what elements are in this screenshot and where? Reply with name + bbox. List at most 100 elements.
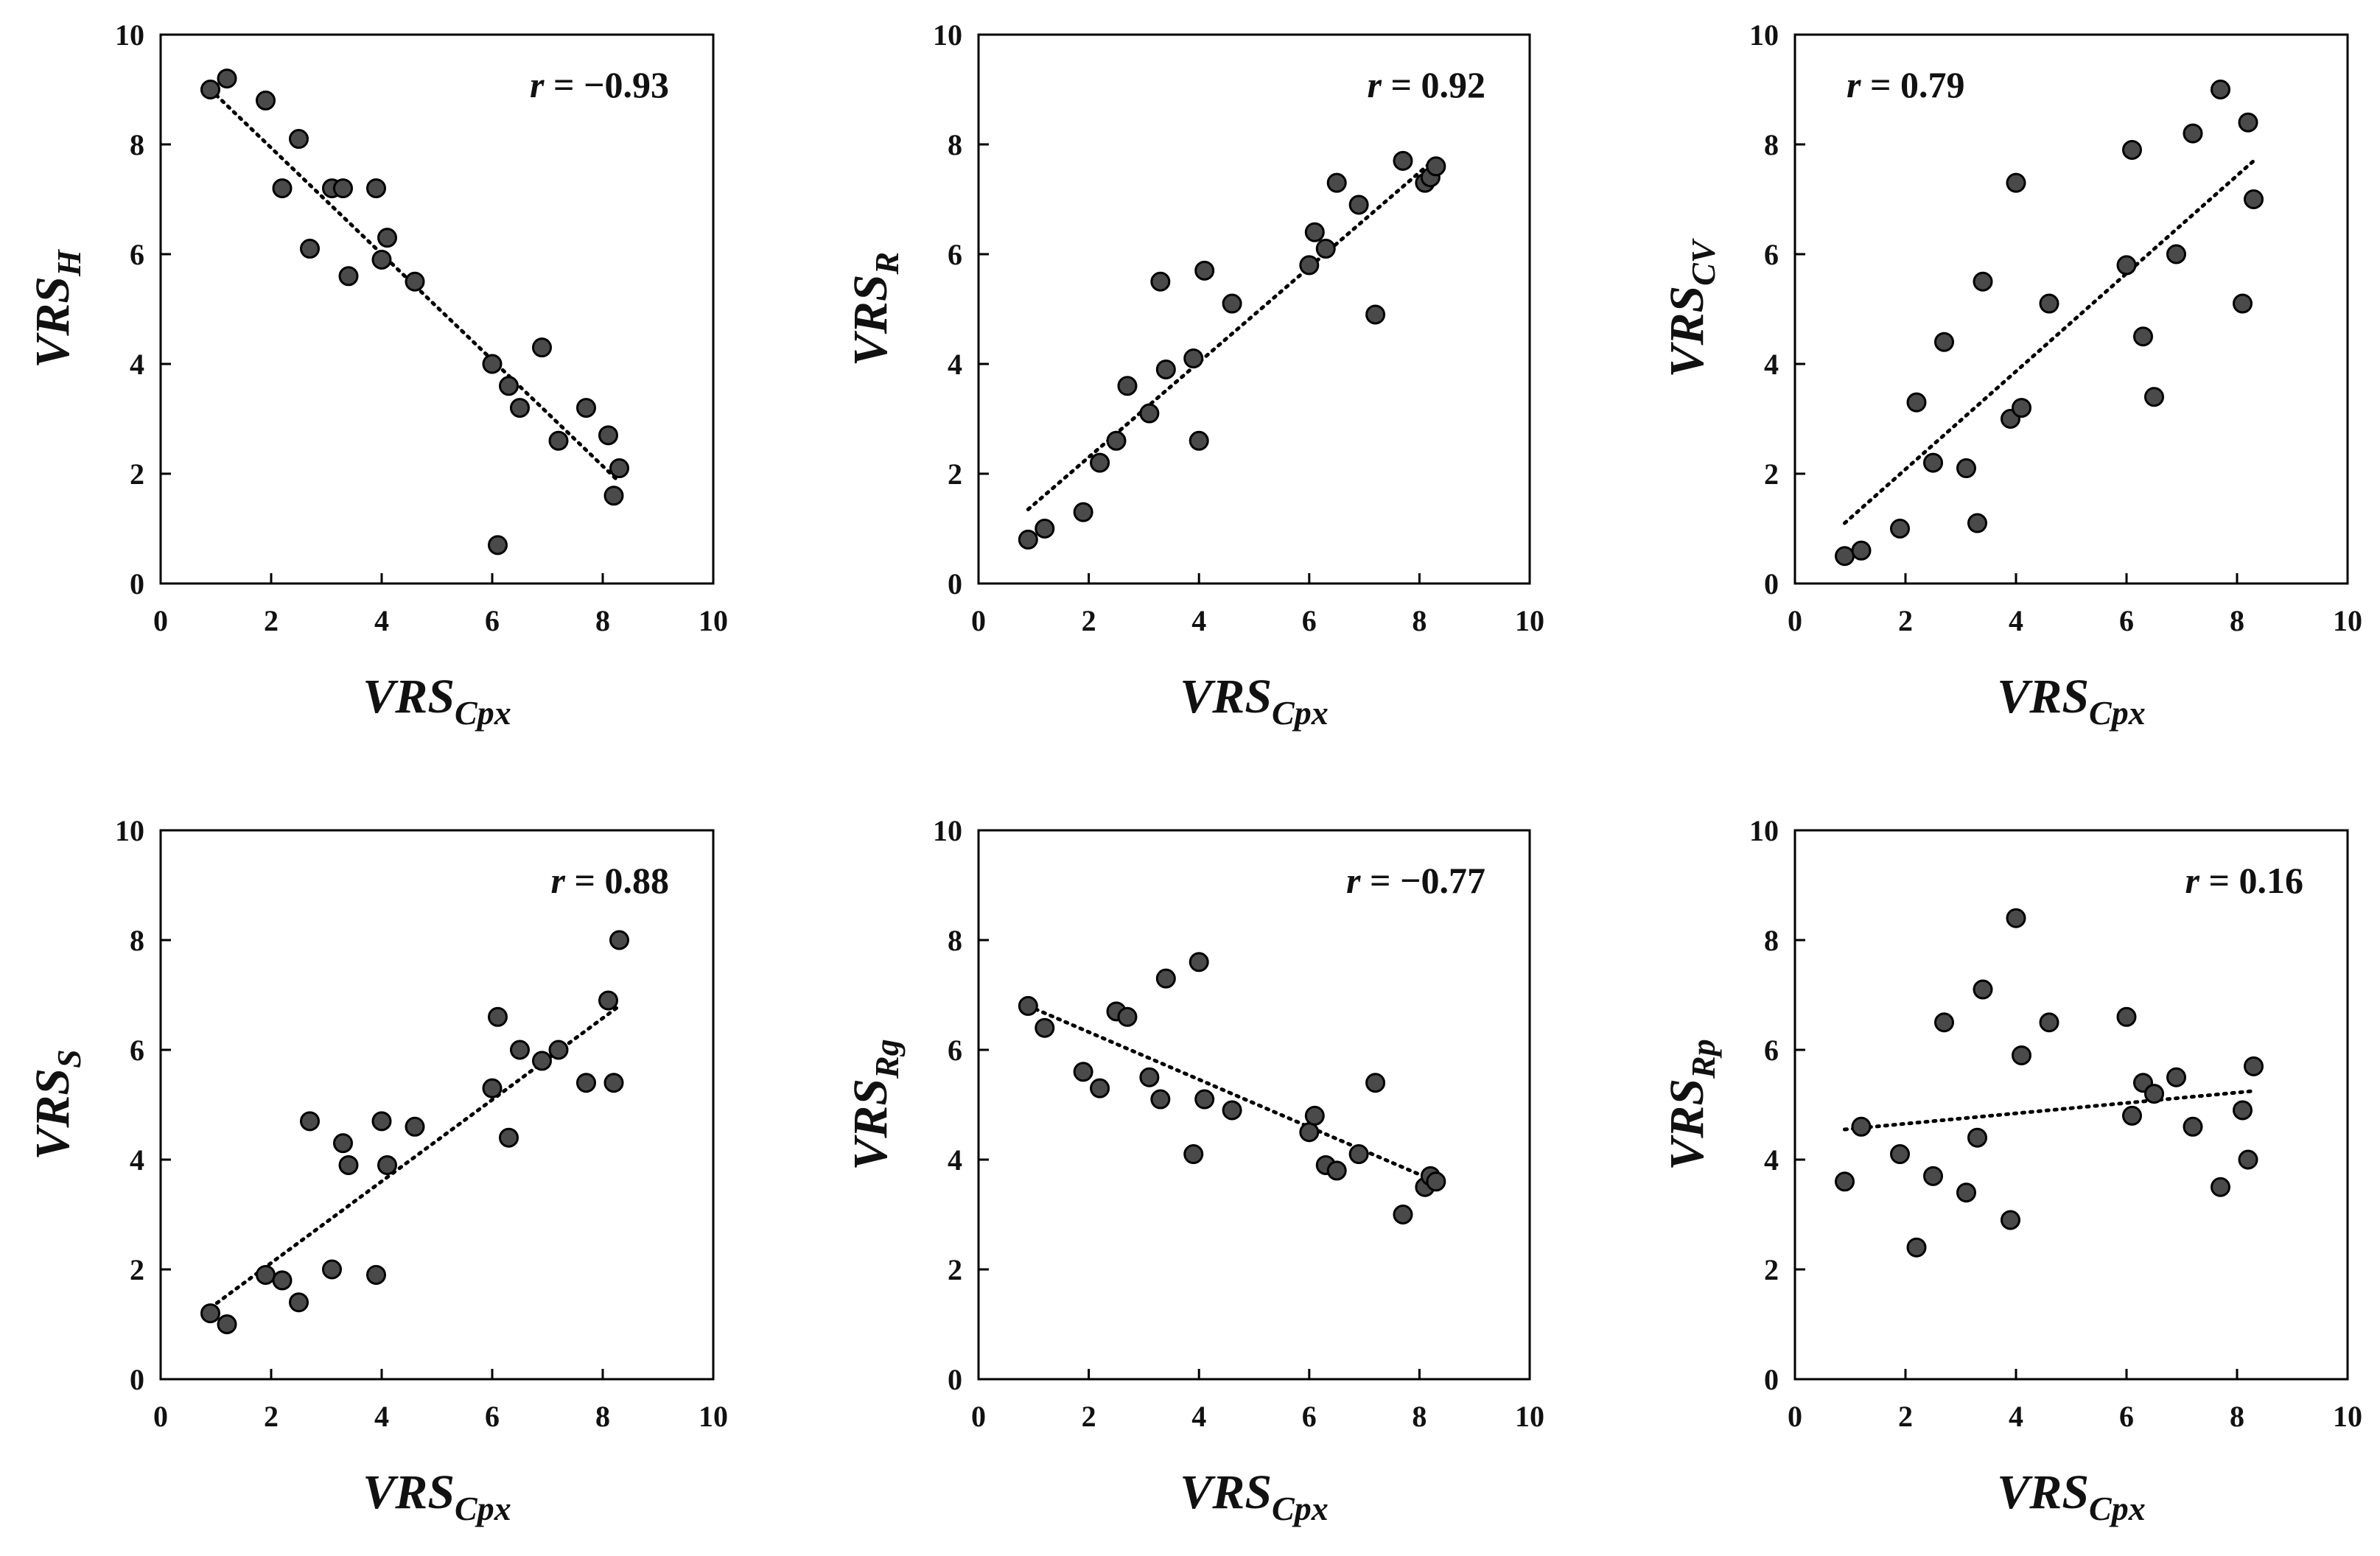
data-point <box>510 1040 530 1060</box>
y-tick-label: 10 <box>1749 814 1779 847</box>
data-point <box>1326 172 1347 193</box>
data-point <box>1956 458 1976 479</box>
correlation-symbol: r <box>2185 860 2200 901</box>
y-tick-label: 4 <box>130 348 144 381</box>
data-point <box>510 398 530 418</box>
y-axis-title: VRSS <box>26 1049 88 1160</box>
x-axis-title-subscript: Cpx <box>455 694 511 732</box>
y-tick-label: 8 <box>130 128 144 161</box>
x-axis-title-base: VRS <box>363 1465 455 1519</box>
data-point <box>366 178 386 199</box>
x-axis-title-base: VRS <box>1180 670 1272 723</box>
y-tick-label: 4 <box>1764 1143 1779 1177</box>
x-tick-label: 0 <box>1788 604 1802 637</box>
data-point <box>2122 1105 2142 1126</box>
y-tick-label: 10 <box>115 814 144 847</box>
data-point <box>1835 546 1855 567</box>
x-axis-title: VRSCpx <box>363 1465 511 1527</box>
data-point <box>2233 1100 2253 1121</box>
data-point <box>1426 156 1446 177</box>
data-point <box>2244 1056 2264 1076</box>
x-tick-label: 2 <box>1898 604 1913 637</box>
data-point <box>1150 1089 1171 1110</box>
y-axis-title-base: VRS <box>26 1068 80 1160</box>
x-axis-title-subscript: Cpx <box>2089 1490 2146 1527</box>
data-point <box>1835 1171 1855 1192</box>
data-point <box>532 337 552 358</box>
y-tick-label: 2 <box>130 1253 144 1286</box>
data-point <box>609 458 629 479</box>
data-point <box>1851 1116 1872 1137</box>
data-point <box>2183 123 2203 144</box>
data-point <box>366 1264 386 1285</box>
correlation-symbol: r <box>1368 64 1382 105</box>
y-tick-label: 0 <box>948 1363 962 1396</box>
plot-frame <box>159 829 715 1381</box>
x-axis-title-subscript: Cpx <box>2089 694 2146 732</box>
y-tick-label: 0 <box>130 567 144 600</box>
data-point <box>333 1133 353 1154</box>
data-point <box>576 1073 596 1093</box>
y-tick-label: 6 <box>130 1034 144 1067</box>
data-point <box>1139 1067 1160 1087</box>
data-point <box>576 398 596 418</box>
data-point <box>1018 995 1038 1016</box>
y-tick-label: 10 <box>115 18 144 52</box>
x-tick-label: 10 <box>1515 1400 1544 1433</box>
data-point <box>1934 332 1954 352</box>
x-axis-title: VRSCpx <box>1180 1465 1328 1527</box>
data-point <box>548 1040 569 1060</box>
data-point <box>2006 172 2026 193</box>
data-point <box>1304 1105 1325 1126</box>
data-point <box>1967 1127 1987 1148</box>
data-point <box>532 1051 552 1071</box>
data-point <box>300 239 320 259</box>
data-point <box>1018 529 1038 550</box>
x-tick-label: 10 <box>2333 1400 2362 1433</box>
y-axis-title-subscript: Rp <box>1684 1039 1722 1079</box>
x-axis-title: VRSCpx <box>363 670 511 732</box>
data-point <box>200 80 220 99</box>
correlation-value: = −0.77 <box>1361 860 1485 901</box>
data-point <box>2039 1012 2059 1033</box>
y-tick-label: 6 <box>1764 238 1779 271</box>
correlation-symbol: r <box>1346 860 1361 901</box>
data-point <box>272 1270 293 1291</box>
data-point <box>1299 1122 1320 1143</box>
data-point <box>1139 403 1160 424</box>
data-point <box>488 535 508 556</box>
data-point <box>371 1111 392 1132</box>
y-tick-label: 8 <box>948 924 962 957</box>
data-point <box>405 1116 425 1137</box>
trendline <box>1843 158 2255 525</box>
data-point <box>482 1078 503 1098</box>
y-axis-title-base: VRS <box>1660 1079 1714 1171</box>
data-point <box>217 1314 237 1334</box>
data-point <box>1326 1160 1347 1181</box>
x-tick-label: 2 <box>264 1400 279 1433</box>
x-tick-label: 10 <box>1515 604 1544 637</box>
data-point <box>300 1111 320 1132</box>
data-point <box>1183 1144 1204 1165</box>
data-point <box>598 425 618 446</box>
y-tick-label: 2 <box>1764 458 1779 491</box>
data-point <box>1035 1017 1055 1038</box>
y-tick-label: 0 <box>948 567 962 600</box>
x-tick-label: 0 <box>971 1400 986 1433</box>
x-tick-label: 10 <box>2333 604 2362 637</box>
data-point <box>499 1127 519 1148</box>
x-tick-label: 6 <box>485 604 500 637</box>
x-tick-label: 0 <box>971 604 986 637</box>
y-tick-label: 0 <box>1764 1363 1779 1396</box>
y-axis-title-subscript: R <box>868 252 906 276</box>
x-tick-label: 6 <box>2119 1400 2134 1433</box>
y-tick-label: 6 <box>1764 1034 1779 1067</box>
data-point <box>1934 1012 1954 1033</box>
y-tick-label: 10 <box>1749 18 1779 52</box>
x-tick-label: 8 <box>595 1400 610 1433</box>
x-tick-label: 4 <box>1191 1400 1206 1433</box>
data-point <box>256 1264 276 1285</box>
trendline <box>1026 156 1438 511</box>
